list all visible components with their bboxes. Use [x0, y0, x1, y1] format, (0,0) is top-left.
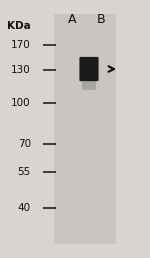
Text: 130: 130	[11, 65, 31, 75]
Text: 55: 55	[18, 167, 31, 178]
FancyBboxPatch shape	[79, 57, 99, 81]
Text: 100: 100	[11, 99, 31, 108]
Text: 40: 40	[18, 203, 31, 213]
Text: 170: 170	[11, 40, 31, 50]
Text: 70: 70	[18, 139, 31, 149]
FancyBboxPatch shape	[82, 80, 96, 90]
FancyBboxPatch shape	[54, 14, 116, 244]
Text: A: A	[68, 13, 76, 26]
Text: KDa: KDa	[7, 21, 31, 31]
Text: B: B	[97, 13, 106, 26]
